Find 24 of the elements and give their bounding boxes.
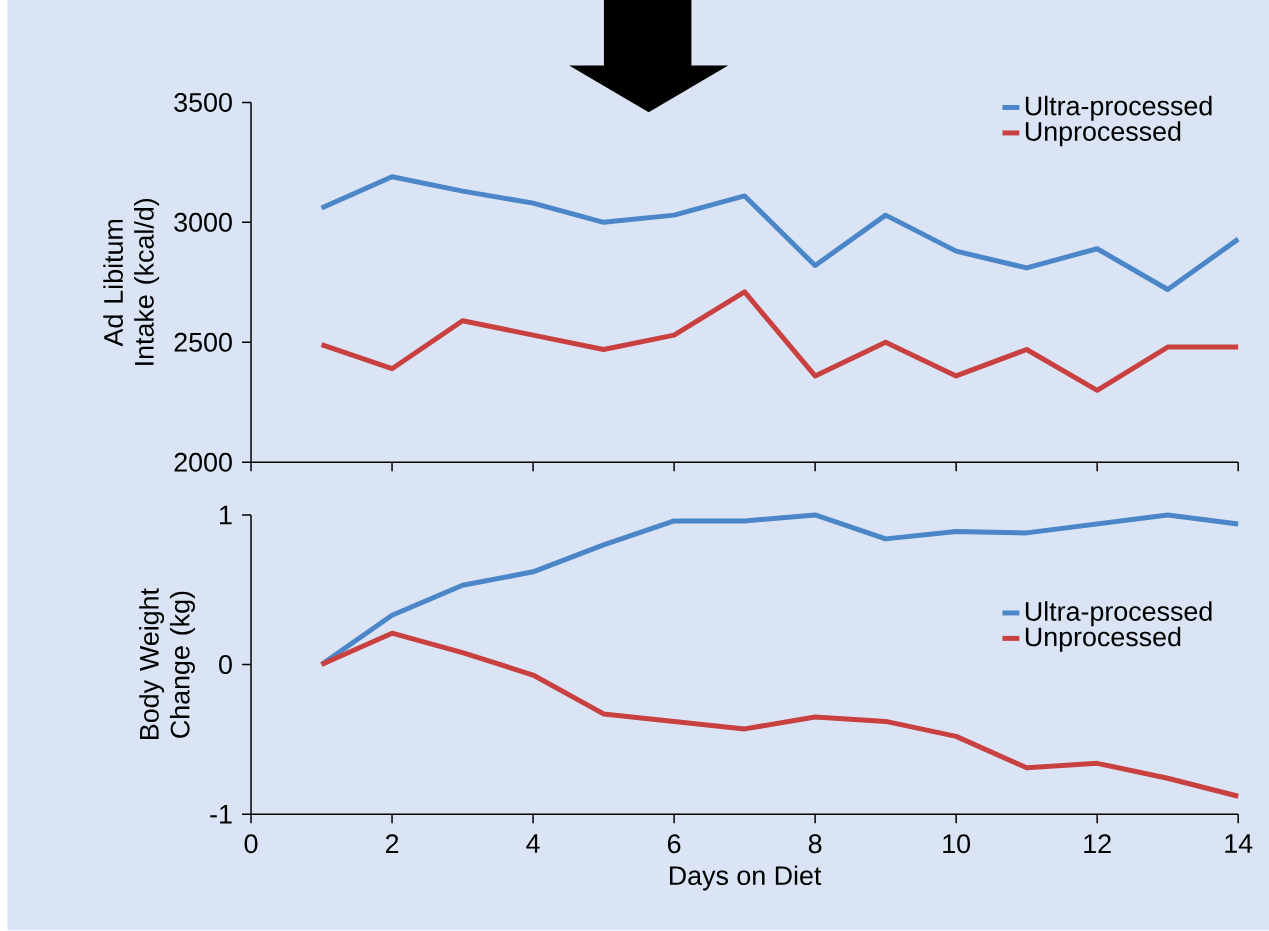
x-tick-label: 4	[526, 834, 540, 853]
x-tick-label: 0	[244, 834, 258, 854]
x-tick-label: 14	[1225, 834, 1253, 853]
legend-label: Ultra-processed	[1025, 96, 1212, 122]
line-series	[319, 174, 1241, 293]
line-series	[319, 289, 1241, 394]
x-tick-label: 6	[668, 834, 681, 854]
y-axis-title: Ad Libitum Intake (kcal/d)	[103, 199, 160, 366]
y-tick-label: 2000	[174, 453, 232, 473]
y-tick-label: 2500	[174, 333, 232, 353]
legend-label: Ultra-processed	[1025, 601, 1212, 627]
y-tick-label: 3000	[174, 213, 232, 233]
x-tick-label: 2	[385, 834, 399, 854]
y-tick-label: 0	[219, 655, 232, 675]
legend-label: Unprocessed	[1025, 121, 1181, 147]
x-tick-label: 10	[943, 834, 971, 854]
x-axis-title: Days on Diet	[669, 865, 822, 891]
y-tick-label: 1	[220, 505, 232, 525]
x-tick-label: 12	[1084, 834, 1111, 854]
y-tick-label: 3500	[174, 93, 232, 113]
y-axis-title: Body Weight Change (kg)	[139, 588, 195, 740]
legend-label: Unprocessed	[1025, 626, 1181, 652]
x-tick-label: 8	[808, 834, 822, 854]
y-tick-label: -1	[210, 805, 232, 824]
